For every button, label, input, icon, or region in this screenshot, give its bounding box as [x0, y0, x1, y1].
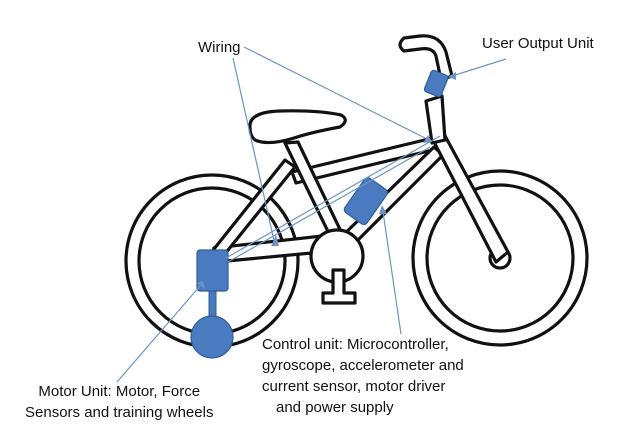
- bike-seat: [248, 109, 347, 145]
- control-unit-label-line: current sensor, motor driver: [262, 378, 446, 395]
- control-unit-box: [343, 177, 388, 226]
- control-unit-label: Control unit: Microcontroller, gyroscope…: [262, 334, 464, 418]
- crank-pedal: [309, 228, 365, 305]
- callout-pointers: [116, 46, 507, 383]
- user-output-unit-label: User Output Unit: [482, 35, 594, 52]
- user-output-unit-box: [423, 69, 449, 98]
- control-unit-label-line: Control unit: Microcontroller,: [262, 336, 449, 353]
- wiring-lines: [225, 135, 441, 263]
- motor-unit-assembly: [190, 249, 234, 359]
- motor-unit-label-line: Motor Unit: Motor, Force: [38, 383, 201, 400]
- control-unit-label-line: gyroscope, accelerometer and: [262, 357, 464, 374]
- wiring-label: Wiring: [198, 39, 241, 56]
- motor-unit-label: Motor Unit: Motor, Force Sensors and tra…: [25, 381, 213, 423]
- motor-unit-label-line: Sensors and training wheels: [25, 404, 214, 421]
- handlebar: [398, 34, 454, 82]
- control-unit-label-line: and power supply: [276, 399, 394, 416]
